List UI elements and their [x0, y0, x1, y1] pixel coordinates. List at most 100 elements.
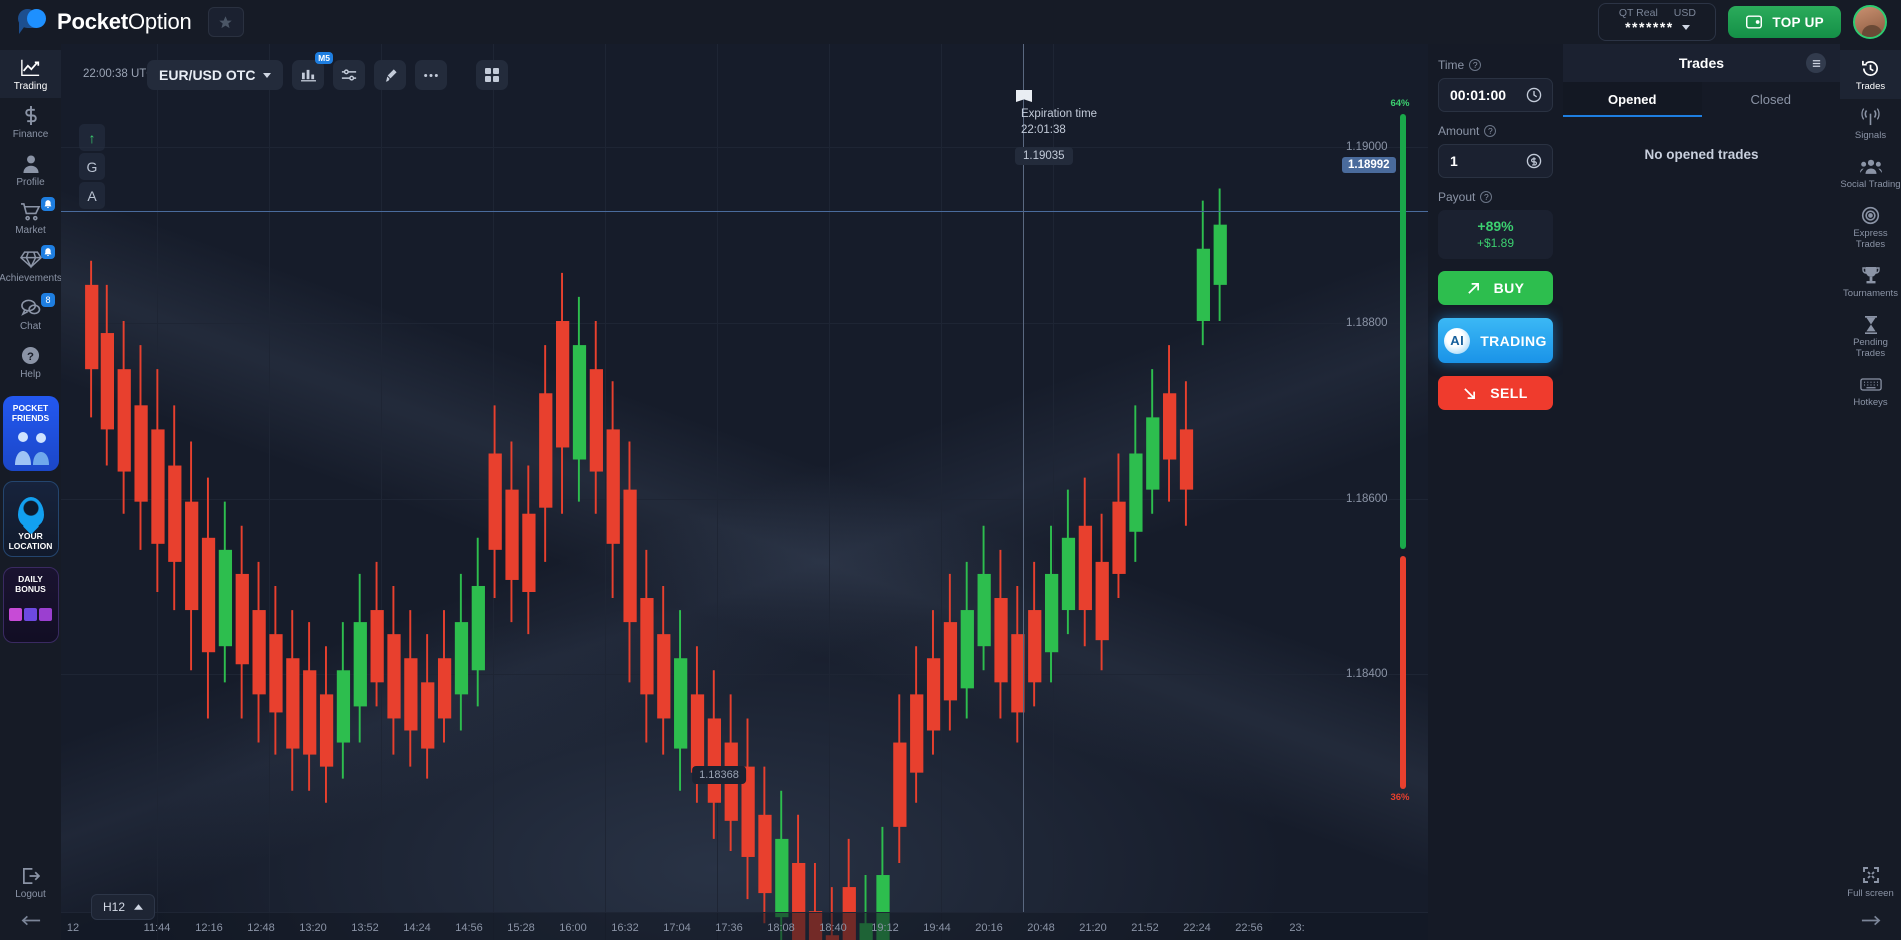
grid-icon	[485, 68, 500, 82]
time-tick: 13:20	[299, 922, 327, 934]
sliders-icon	[342, 69, 357, 81]
time-tick: 21:20	[1079, 922, 1107, 934]
help-icon[interactable]: ?	[1480, 191, 1493, 203]
expiration-info: Expiration time 22:01:38	[1021, 106, 1097, 138]
rightnav-label: Tournaments	[1843, 288, 1898, 299]
user-avatar[interactable]	[1853, 5, 1887, 39]
side-tool-g[interactable]: G	[79, 153, 105, 180]
sidebar-item-chat[interactable]: 8 Chat	[0, 290, 61, 338]
ai-trading-label: TRADING	[1480, 332, 1547, 349]
logout-button[interactable]: Logout	[0, 858, 61, 906]
promo-your-location[interactable]: YOUR LOCATION	[2, 481, 59, 557]
ai-trading-button[interactable]: AI TRADING	[1438, 318, 1553, 363]
drawing-tools-button[interactable]	[374, 60, 407, 90]
timeframe-selector[interactable]: H12	[91, 894, 156, 920]
time-tick: 21:52	[1131, 922, 1159, 934]
expiration-label: Expiration time	[1021, 108, 1098, 120]
indicators-button[interactable]	[333, 60, 366, 90]
sell-button[interactable]: SELL	[1438, 376, 1553, 410]
side-tool-arrow-up[interactable]: ↑	[79, 124, 105, 151]
promo-pocket-friends[interactable]: POCKET FRIENDS	[2, 396, 59, 471]
rightnav-item-social-trading[interactable]: Social Trading	[1840, 148, 1901, 197]
rightnav-item-signals[interactable]: Signals	[1840, 99, 1901, 148]
rightnav-item-pending-trades[interactable]: Pending Trades	[1840, 306, 1901, 366]
buy-button[interactable]: BUY	[1438, 271, 1553, 305]
collapse-right-sidebar-button[interactable]	[1861, 913, 1881, 931]
top-up-button[interactable]: TOP UP	[1728, 6, 1841, 38]
collapse-sidebar-button[interactable]	[21, 913, 41, 931]
sidebar-item-help[interactable]: ? Help	[0, 338, 61, 386]
sidebar-label: Finance	[12, 129, 49, 140]
price-tick: 1.18800	[1346, 317, 1388, 329]
sidebar-label: Chat	[19, 321, 42, 332]
current-price-label: 1.18992	[1342, 157, 1396, 173]
rightnav-label: Hotkeys	[1853, 397, 1888, 408]
rightnav-label: Signals	[1854, 130, 1887, 141]
rightnav-item-trades[interactable]: Trades	[1840, 50, 1901, 99]
price-tick: 1.19000	[1346, 141, 1388, 153]
symbol-label: EUR/USD OTC	[159, 67, 256, 83]
tab-opened[interactable]: Opened	[1563, 82, 1702, 117]
hourglass-icon	[1863, 314, 1879, 334]
brand-name: PocketOption	[57, 9, 192, 35]
arrow-down-right-icon	[1464, 387, 1476, 399]
rightnav-item-express-trades[interactable]: Express Trades	[1840, 197, 1901, 257]
amount-input[interactable]: 1	[1438, 144, 1553, 178]
top-bar: PocketOption QT Real USD *******	[0, 0, 1901, 44]
payout-label: Payout	[1438, 190, 1476, 204]
account-selector[interactable]: QT Real USD *******	[1598, 3, 1717, 41]
fullscreen-button[interactable]: Full screen	[1840, 857, 1901, 906]
chat-unread-badge: 8	[41, 293, 55, 307]
layout-grid-button[interactable]	[476, 60, 509, 90]
help-icon[interactable]: ?	[1469, 59, 1482, 71]
sidebar-item-trading[interactable]: Trading	[0, 50, 61, 98]
sidebar-label: Market	[15, 225, 46, 236]
arrow-up-right-icon	[1467, 282, 1479, 294]
sidebar-item-achievements[interactable]: Achievements	[0, 242, 62, 290]
promo-daily-bonus[interactable]: DAILY BONUS	[2, 567, 59, 643]
side-tool-a[interactable]: A	[79, 182, 105, 209]
chart-line-icon	[20, 57, 41, 78]
pocket-option-logo-icon	[18, 9, 46, 35]
tab-closed[interactable]: Closed	[1750, 92, 1791, 107]
sidebar-item-finance[interactable]: Finance	[0, 98, 61, 146]
chart-type-button[interactable]: M5	[292, 52, 334, 90]
promo-line2: LOCATION	[8, 541, 53, 551]
question-icon: ?	[21, 345, 40, 366]
time-tick: 14:56	[455, 922, 483, 934]
time-tick: 11:44	[143, 922, 171, 934]
time-label-row: Time ?	[1438, 58, 1553, 72]
brand-logo[interactable]: PocketOption	[0, 9, 192, 35]
history-icon	[1861, 58, 1880, 78]
time-tick: 18:40	[819, 922, 847, 934]
market-notification-badge	[41, 197, 55, 211]
keyboard-icon	[1859, 374, 1882, 394]
help-icon[interactable]: ?	[1484, 125, 1497, 137]
fullscreen-label: Full screen	[1847, 888, 1894, 899]
sidebar-item-profile[interactable]: Profile	[0, 146, 61, 194]
right-sidebar: Trades Signals Social Trading	[1840, 44, 1901, 940]
trophy-icon	[1861, 265, 1880, 285]
chart-clock: 22:00:38 UTC+2	[83, 68, 168, 80]
payout-amount: +$1.89	[1476, 236, 1515, 250]
rightnav-item-tournaments[interactable]: Tournaments	[1840, 257, 1901, 306]
expiration-time-input[interactable]: 00:01:00	[1438, 78, 1553, 112]
trades-list-menu-button[interactable]	[1806, 53, 1826, 73]
favorites-button[interactable]	[207, 7, 244, 37]
time-tick: 22:56	[1235, 922, 1263, 934]
clock-icon[interactable]	[1526, 87, 1542, 103]
symbol-selector[interactable]: EUR/USD OTC	[147, 60, 284, 90]
rightnav-item-hotkeys[interactable]: Hotkeys	[1840, 366, 1901, 415]
sidebar-label: Achievements	[0, 273, 62, 284]
chevron-up-icon	[134, 904, 144, 910]
price-chart[interactable]: 22:00:38 UTC+2 EUR/USD OTC M5	[61, 44, 1428, 940]
more-options-button[interactable]	[415, 60, 448, 90]
friends-illustration-icon	[14, 432, 49, 465]
trade-panel: Time ? 00:01:00 Amount ? 1	[1428, 44, 1563, 940]
chat-icon	[20, 297, 41, 318]
trades-header: Trades	[1563, 44, 1840, 82]
dollar-circle-icon[interactable]	[1526, 153, 1542, 169]
star-icon	[219, 15, 232, 28]
top-up-label: TOP UP	[1772, 14, 1824, 30]
sidebar-item-market[interactable]: Market	[0, 194, 61, 242]
